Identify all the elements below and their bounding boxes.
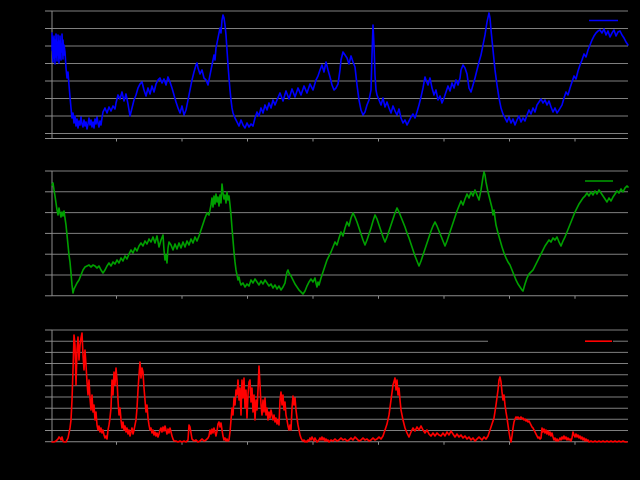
subplot-top-panel xyxy=(45,10,629,142)
subplot-bottom-panel xyxy=(45,329,628,445)
subplot-middle-panel xyxy=(45,170,629,299)
series-line-bottom-panel xyxy=(51,332,628,443)
series-line-top-panel xyxy=(51,12,629,130)
series-line-middle-panel xyxy=(51,171,629,295)
